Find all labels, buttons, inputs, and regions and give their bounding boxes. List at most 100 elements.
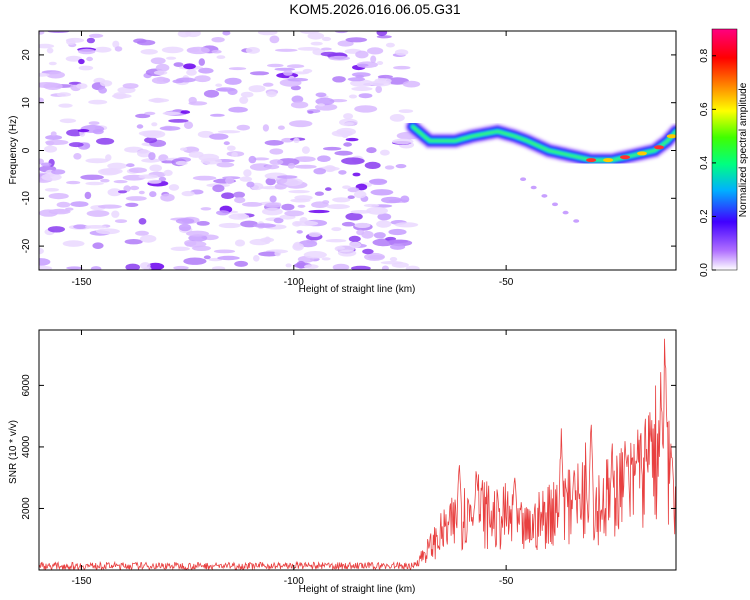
noise-blob [151, 122, 158, 127]
snr-background [39, 330, 676, 570]
noise-blob [40, 162, 52, 167]
noise-blob [56, 92, 72, 97]
x-tick-label: -150 [71, 576, 91, 587]
ridge-hotspot [620, 155, 630, 160]
noise-blob [276, 175, 298, 179]
noise-blob [200, 207, 212, 211]
noise-blob [168, 184, 180, 191]
noise-blob [353, 190, 367, 199]
noise-blob [88, 121, 100, 125]
noise-blob [290, 101, 309, 109]
noise-blob [388, 228, 407, 236]
noise-blob [149, 191, 157, 198]
noise-blob [44, 145, 58, 153]
noise-blob [96, 137, 115, 145]
noise-blob [227, 88, 238, 95]
noise-blob [161, 160, 176, 164]
noise-blob [144, 137, 158, 144]
noise-blob [392, 138, 414, 145]
noise-blob [217, 255, 240, 261]
noise-blob [273, 217, 284, 224]
noise-blob [351, 86, 373, 91]
faint-streak-blob [562, 210, 569, 215]
noise-blob [183, 121, 194, 129]
noise-blob [299, 240, 318, 248]
noise-blob [332, 76, 346, 83]
noise-blob [68, 142, 84, 148]
noise-blob [126, 163, 135, 168]
noise-blob [113, 180, 128, 184]
noise-blob [78, 58, 85, 65]
noise-blob [136, 39, 156, 46]
noise-blob [140, 234, 157, 243]
colorbar-tick-label: 0.6 [699, 102, 710, 116]
noise-blob [73, 153, 82, 160]
noise-blob [148, 98, 170, 103]
noise-blob [138, 174, 159, 179]
noise-blob [222, 31, 231, 36]
noise-blob [77, 129, 90, 133]
noise-blob [203, 89, 220, 98]
noise-blob [51, 169, 66, 175]
noise-blob [98, 87, 107, 94]
noise-blob [185, 31, 201, 38]
noise-blob [394, 222, 419, 228]
noise-blob [239, 96, 249, 104]
noise-blob [234, 197, 246, 204]
noise-blob [66, 266, 83, 270]
noise-blob [178, 223, 192, 232]
snr-ticks: -150 -100 -50 2000 4000 6000 [21, 330, 676, 587]
noise-blob [44, 188, 60, 192]
noise-blob [107, 162, 127, 170]
faint-streak-blob [552, 202, 558, 207]
ridge-hotspot [586, 158, 597, 163]
noise-blob [66, 180, 81, 185]
noise-blob [307, 32, 325, 40]
noise-blob [216, 55, 226, 59]
noise-blob [211, 266, 226, 270]
noise-blob [354, 105, 378, 113]
noise-blob [314, 191, 324, 196]
noise-blob [216, 210, 230, 216]
noise-blob [248, 85, 266, 93]
noise-blob [224, 77, 242, 85]
noise-blob [163, 169, 173, 176]
noise-blob [86, 210, 110, 217]
noise-blob [39, 265, 53, 270]
noise-blob [385, 77, 409, 85]
noise-blob [180, 147, 188, 151]
noise-blob [124, 239, 143, 245]
noise-blob [349, 241, 362, 248]
noise-blob [186, 69, 197, 76]
noise-blob [352, 172, 361, 177]
colorbar-ticks: 0.0 0.2 0.4 0.6 0.8 [699, 48, 716, 277]
spectrogram-ylabel: Frequency (Hz) [8, 116, 19, 185]
noise-blob [310, 41, 323, 46]
noise-blob [147, 179, 162, 184]
noise-blob [39, 258, 51, 266]
noise-blob [356, 63, 369, 67]
noise-blob [170, 246, 190, 251]
noise-blob [48, 193, 69, 200]
colorbar: 0.0 0.2 0.4 0.6 0.8 Normalized spectral ampl… [699, 28, 749, 277]
noise-blob [323, 146, 342, 151]
noise-blob [128, 167, 147, 173]
colorbar-gradient [711, 28, 738, 271]
noise-blob [155, 63, 170, 72]
faint-streak-blob [573, 219, 580, 223]
faint-streak-blob [520, 177, 527, 181]
noise-blob [400, 195, 410, 203]
spectrogram-noise [39, 31, 421, 270]
noise-blob [351, 72, 371, 77]
noise-blob [175, 160, 188, 166]
noise-blob [274, 183, 287, 190]
noise-blob [215, 83, 223, 87]
noise-blob [236, 124, 250, 131]
noise-blob [326, 204, 350, 210]
noise-blob [151, 77, 170, 84]
noise-blob [46, 71, 65, 79]
noise-blob [301, 146, 310, 154]
noise-blob [160, 193, 175, 202]
noise-blob [48, 208, 71, 215]
